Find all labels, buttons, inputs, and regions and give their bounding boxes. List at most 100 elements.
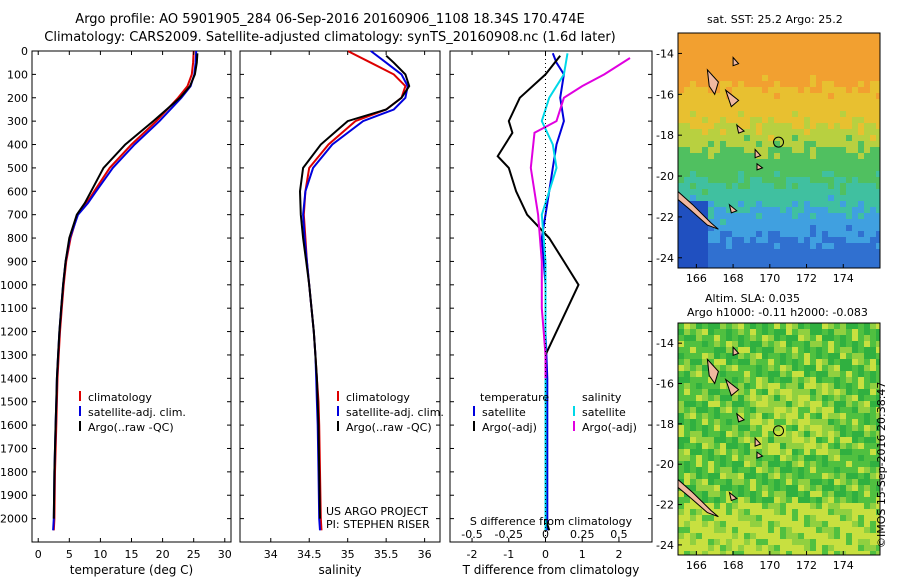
series-line-argo---raw--qc-: [298, 54, 411, 519]
depth-tick-label: 700: [7, 209, 28, 222]
lon-tick-label: 174: [833, 559, 854, 572]
legend-header-salinity: salinity: [582, 391, 622, 404]
imos-credit: ©IMOS 15-Sep-2016 20:38:47: [875, 381, 888, 548]
lat-tick-label: -24: [656, 539, 674, 552]
lat-tick-label: -22: [656, 211, 674, 224]
lat-tick-label: -14: [656, 47, 674, 60]
lon-tick-label: 168: [723, 559, 744, 572]
argo-float-marker: [773, 136, 785, 148]
s-tick-label: 0.5: [610, 528, 628, 541]
sla-map-caption: Altim. SLA: 0.035: [705, 292, 801, 305]
land-polygon: [754, 148, 762, 159]
depth-tick-label: 500: [7, 162, 28, 175]
legend-label: climatology: [346, 391, 410, 404]
lon-tick-label: 172: [796, 559, 817, 572]
lat-tick-label: -20: [656, 170, 674, 183]
depth-tick-label: 2000: [0, 513, 28, 526]
s-tick-label: 0: [542, 528, 549, 541]
x-tick-label: 0: [35, 548, 42, 561]
x-tick-label: 2: [615, 548, 622, 561]
depth-tick-label: 300: [7, 115, 28, 128]
x-tick-label: 5: [66, 548, 73, 561]
x-tick-label: 25: [187, 548, 201, 561]
depth-tick-label: 400: [7, 139, 28, 152]
depth-tick-label: 1200: [0, 326, 28, 339]
depth-tick-label: 200: [7, 92, 28, 105]
legend-label: Argo(-adj): [482, 421, 537, 434]
legend-label: satellite-adj. clim.: [88, 406, 186, 419]
series-line-argo--adj---s-: [529, 57, 631, 379]
depth-tick-label: 600: [7, 185, 28, 198]
series-line-argo---raw--qc-: [52, 53, 199, 519]
depth-tick-label: 1000: [0, 279, 28, 292]
depth-tick-label: 1900: [0, 489, 28, 502]
legend-label: Argo(-adj): [582, 421, 637, 434]
x-tick-label: 10: [93, 548, 107, 561]
pi-annotation: PI: STEPHEN RISER: [326, 518, 430, 531]
lon-tick-label: 166: [686, 272, 707, 285]
land-polygon: [735, 412, 746, 423]
argo-height-caption: Argo h1000: -0.11 h2000: -0.083: [687, 306, 868, 319]
lat-tick-label: -14: [656, 337, 674, 350]
sst-map: [678, 33, 880, 268]
lon-tick-label: 166: [686, 559, 707, 572]
land-polygon: [728, 203, 738, 214]
legend-label: satellite: [582, 406, 626, 419]
land-polygon: [732, 56, 740, 67]
x-tick-label: 34: [264, 548, 278, 561]
land-polygon: [732, 345, 740, 357]
land-polygon: [756, 451, 764, 459]
land-polygon: [756, 162, 764, 171]
x-tick-label: 34.5: [297, 548, 322, 561]
x-tick-label: 35.5: [374, 548, 399, 561]
s-tick-label: -0.5: [461, 528, 482, 541]
depth-tick-label: 1400: [0, 372, 28, 385]
land-polygon: [724, 88, 740, 108]
x-axis-label: salinity: [318, 563, 361, 577]
lat-tick-label: -16: [656, 378, 674, 391]
x-tick-label: 1: [579, 548, 586, 561]
depth-tick-label: 800: [7, 232, 28, 245]
depth-tick-label: 900: [7, 255, 28, 268]
depth-tick-label: 1700: [0, 442, 28, 455]
legend-label: Argo(..raw -QC): [88, 421, 174, 434]
chart-title-line1: Argo profile: AO 5901905_284 06-Sep-2016…: [75, 12, 585, 27]
s-tick-label: 0.25: [570, 528, 595, 541]
lon-tick-label: 168: [723, 272, 744, 285]
x-tick-label: 35: [341, 548, 355, 561]
map-frame: [677, 32, 881, 269]
x-axis-label: temperature (deg C): [70, 563, 193, 577]
chart-title-line2: Climatology: CARS2009. Satellite-adjuste…: [44, 30, 616, 45]
x-axis-label: T difference from climatology: [462, 563, 640, 577]
legend-label: satellite: [482, 406, 526, 419]
depth-tick-label: 1100: [0, 302, 28, 315]
land-polygon: [706, 68, 719, 96]
lat-tick-label: -20: [656, 458, 674, 471]
lat-tick-label: -16: [656, 88, 674, 101]
depth-tick-label: 1300: [0, 349, 28, 362]
legend-label: satellite-adj. clim.: [346, 406, 444, 419]
land-polygon: [678, 478, 719, 518]
x-tick-label: -2: [467, 548, 478, 561]
land-polygon: [724, 378, 740, 397]
sst-map-caption: sat. SST: 25.2 Argo: 25.2: [707, 13, 843, 26]
plot-frame-1: [31, 50, 232, 543]
series-line-satellite--t-: [540, 52, 565, 531]
land-polygon: [735, 123, 746, 134]
lon-tick-label: 172: [796, 272, 817, 285]
x-tick-label: 36: [418, 548, 432, 561]
lon-tick-label: 170: [759, 559, 780, 572]
x-tick-label: 30: [218, 548, 232, 561]
depth-tick-label: 100: [7, 68, 28, 81]
land-polygon: [706, 357, 719, 385]
land-polygon: [728, 491, 738, 502]
legend-label: Argo(..raw -QC): [346, 421, 432, 434]
plot-frame-2: [239, 50, 441, 543]
lat-tick-label: -22: [656, 499, 674, 512]
depth-tick-label: 1500: [0, 396, 28, 409]
argo-float-marker: [773, 425, 785, 437]
map-frame: [677, 322, 881, 556]
project-annotation: US ARGO PROJECT: [326, 505, 428, 518]
lat-tick-label: -18: [656, 418, 674, 431]
lon-tick-label: 170: [759, 272, 780, 285]
